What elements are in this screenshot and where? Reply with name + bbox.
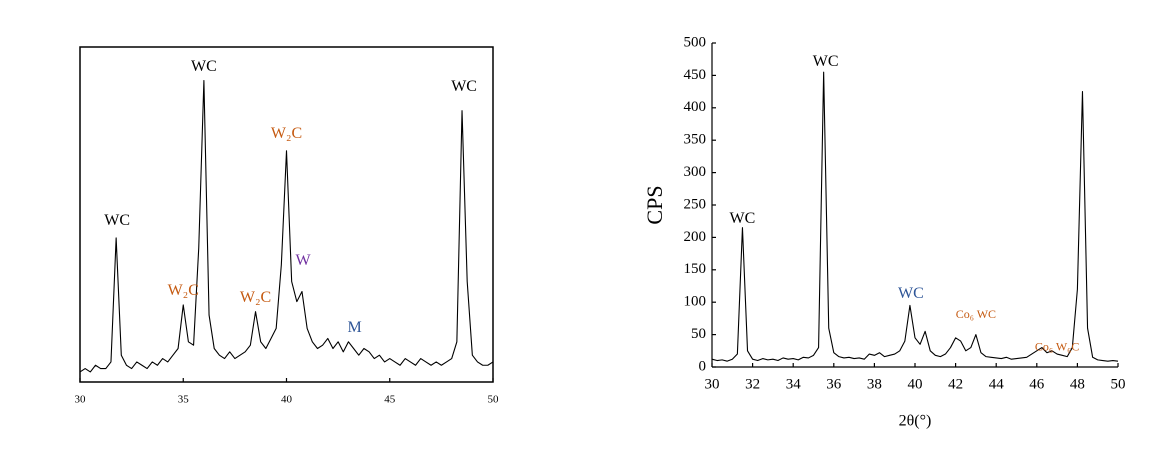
x-tick-label: 42 [948, 376, 963, 392]
y-tick-label: 100 [684, 294, 707, 310]
peak-label: W₂C [240, 289, 271, 306]
peak-label: WC [104, 212, 130, 229]
peak-label: WC [898, 285, 924, 302]
peak-label: Co₆ W₆C [1035, 339, 1079, 353]
peak-label: W₂C [271, 125, 302, 142]
peak-label: WC [451, 78, 477, 95]
data-line [711, 71, 1119, 362]
peak-label: M [348, 319, 362, 336]
data-line [79, 79, 494, 373]
plot-frame [79, 46, 494, 383]
x-tick-label: 36 [826, 376, 842, 392]
x-tick-label: 35 [178, 394, 190, 406]
y-tick-label: 150 [684, 261, 707, 277]
x-tick-label: 50 [488, 394, 500, 406]
y-tick-label: 50 [691, 326, 706, 342]
x-tick-label: 30 [705, 376, 720, 392]
x-tick-label: 45 [384, 394, 396, 406]
y-tick-label: 250 [684, 196, 707, 212]
peak-label: W [295, 252, 311, 269]
peak-label: W₂C [168, 282, 199, 299]
x-tick-label: 40 [281, 394, 293, 406]
x-tick-label: 34 [786, 376, 802, 392]
x-tick-label: 46 [1029, 376, 1045, 392]
x-tick-label: 32 [745, 376, 760, 392]
y-tick-label: 300 [684, 164, 707, 180]
peak-label: WC [813, 53, 839, 70]
y-tick-label: 200 [684, 229, 707, 245]
x-tick-label: 30 [75, 394, 87, 406]
y-tick-label: 0 [699, 358, 707, 374]
y-tick-label: 450 [684, 67, 707, 83]
x-tick-label: 40 [908, 376, 923, 392]
x-tick-label: 38 [867, 376, 882, 392]
y-tick-label: 500 [684, 34, 707, 50]
x-tick-label: 50 [1111, 376, 1126, 392]
x-axis-label: 2θ(°) [899, 413, 932, 430]
y-axis-label: CPS [642, 185, 667, 224]
y-tick-label: 400 [684, 99, 707, 115]
peak-label: WC [191, 58, 217, 75]
x-tick-label: 44 [989, 376, 1005, 392]
peak-label: Co₆ WC [956, 307, 996, 321]
peak-label: WC [730, 210, 756, 227]
x-tick-label: 48 [1070, 376, 1085, 392]
y-tick-label: 350 [684, 132, 707, 148]
